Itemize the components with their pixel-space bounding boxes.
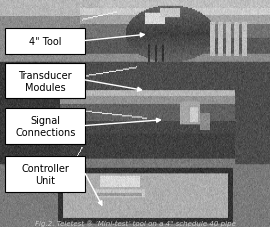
FancyBboxPatch shape bbox=[5, 28, 85, 54]
FancyBboxPatch shape bbox=[5, 64, 85, 99]
FancyBboxPatch shape bbox=[5, 157, 85, 192]
Text: 4" Tool: 4" Tool bbox=[29, 37, 62, 46]
Text: Signal
Connections: Signal Connections bbox=[15, 116, 75, 138]
FancyBboxPatch shape bbox=[5, 109, 85, 144]
Text: Fig.2. Teletest ® ‘Mini-test’ tool on a 4" schedule 40 pipe: Fig.2. Teletest ® ‘Mini-test’ tool on a … bbox=[35, 219, 235, 226]
Text: Transducer
Modules: Transducer Modules bbox=[18, 70, 72, 92]
Text: Controller
Unit: Controller Unit bbox=[21, 163, 69, 185]
